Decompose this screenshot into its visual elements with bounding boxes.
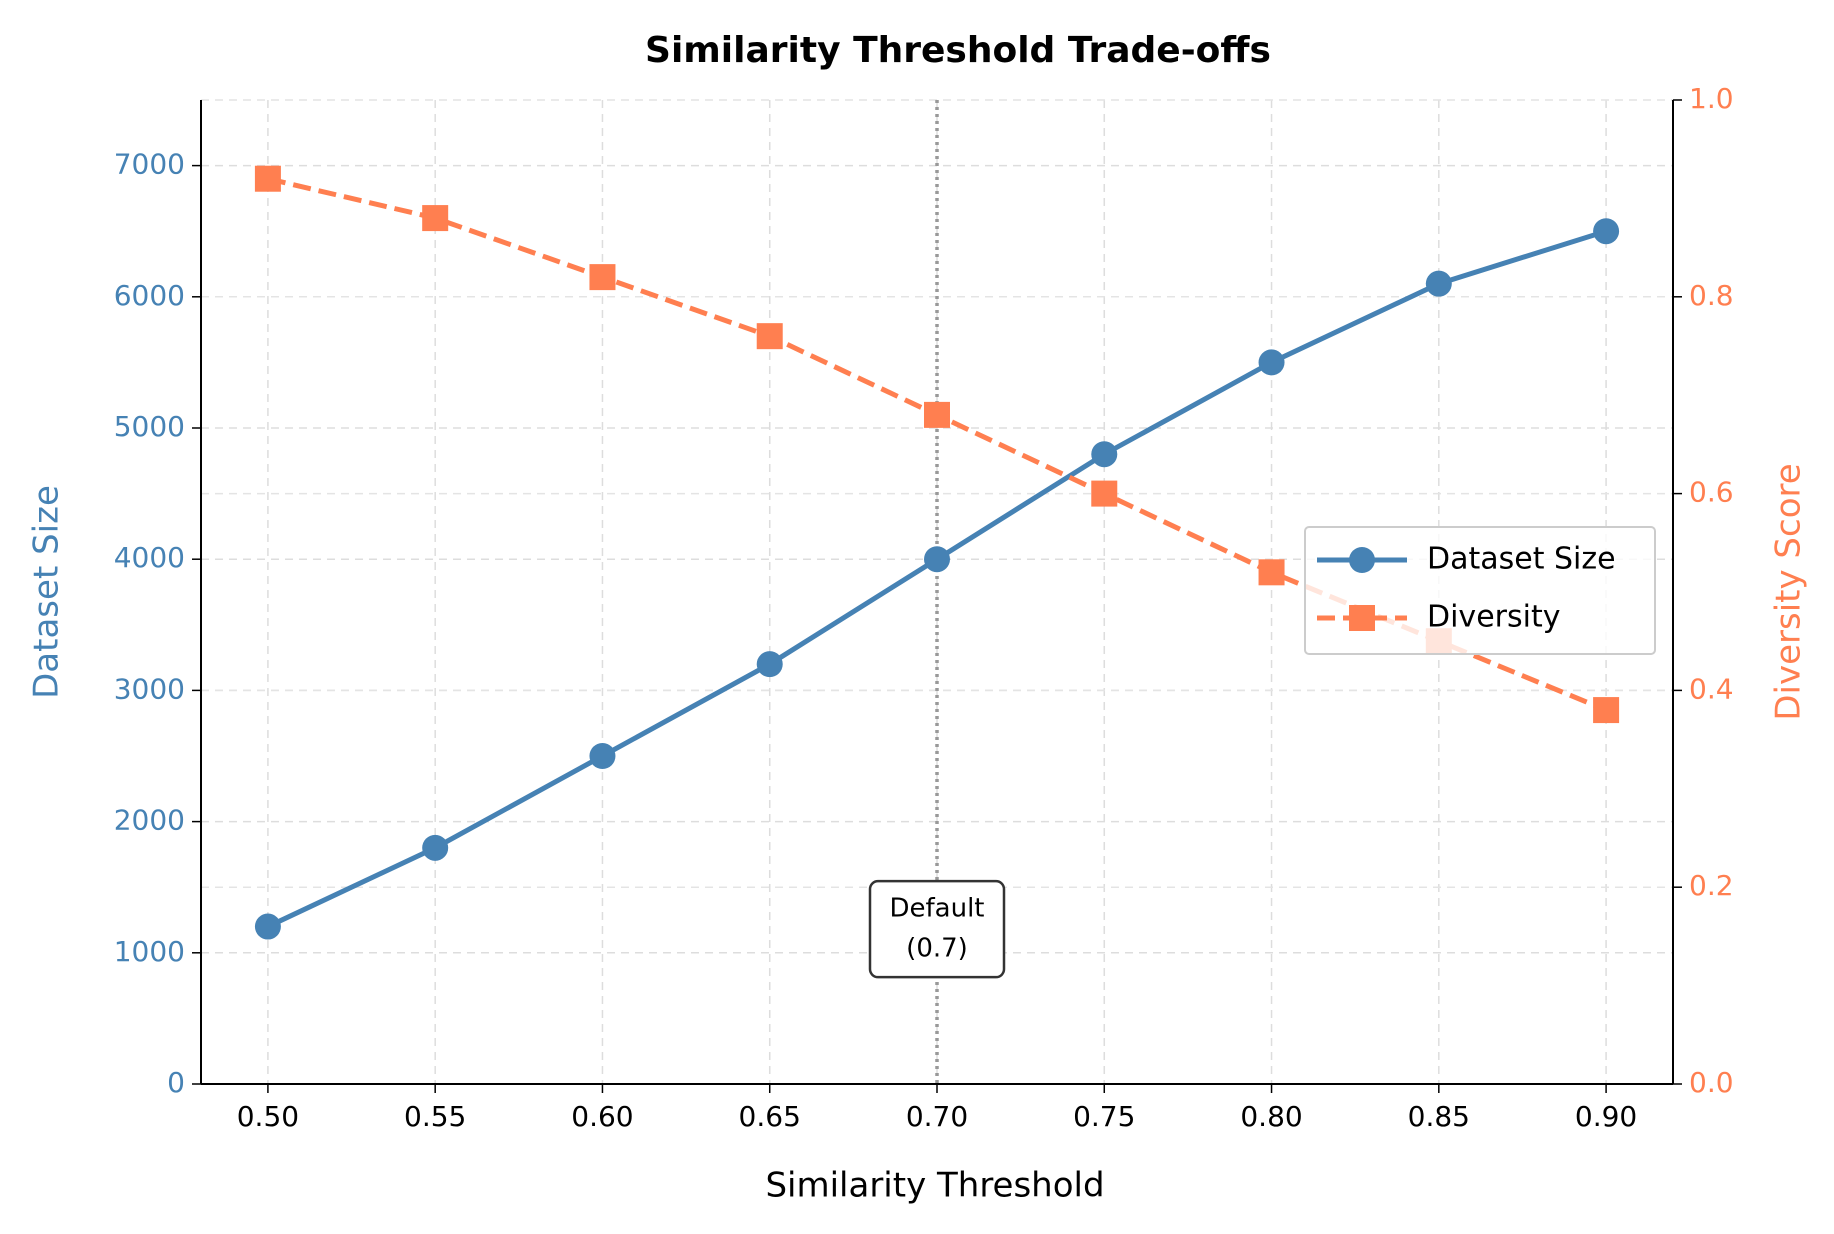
marker — [1593, 218, 1620, 245]
marker — [924, 401, 950, 428]
marker — [924, 546, 950, 573]
y2-tick-label: 0.2 — [1689, 869, 1734, 902]
marker — [589, 264, 616, 291]
x-tick-label: 0.80 — [1240, 1100, 1302, 1133]
x-tick-label: 0.50 — [237, 1100, 299, 1133]
marker — [254, 165, 281, 192]
legend-marker — [1349, 547, 1375, 573]
y-tick-label: 4000 — [114, 541, 185, 574]
y2-tick-label: 0.4 — [1689, 672, 1734, 705]
marker — [756, 323, 783, 350]
y2-tick-label: 0.0 — [1689, 1066, 1734, 1099]
marker — [1258, 349, 1285, 376]
legend-label: Dataset Size — [1427, 542, 1616, 577]
x-axis-label: Similarity Threshold — [765, 1166, 1104, 1206]
y2-tick-label: 1.0 — [1689, 82, 1734, 115]
x-tick-label: 0.60 — [571, 1100, 633, 1133]
y2-axis-label: Diversity Score — [1769, 463, 1809, 720]
y-tick-label: 3000 — [114, 672, 185, 705]
marker — [1593, 697, 1620, 724]
marker — [254, 913, 281, 940]
y-tick-label: 7000 — [114, 148, 185, 181]
marker — [1258, 559, 1285, 586]
legend-label: Diversity — [1427, 600, 1560, 635]
marker — [1091, 480, 1118, 507]
y-axis-label: Dataset Size — [27, 485, 67, 699]
y2-tick-label: 0.6 — [1689, 476, 1734, 509]
legend-marker — [1349, 605, 1375, 631]
y-tick-label: 2000 — [114, 804, 185, 837]
x-tick-label: 0.85 — [1408, 1100, 1470, 1133]
annotation-box — [868, 879, 1006, 979]
y-tick-label: 5000 — [114, 410, 185, 443]
chart-title: Similarity Threshold Trade-offs — [645, 30, 1271, 71]
marker — [422, 205, 449, 232]
y-tick-label: 0 — [167, 1066, 185, 1099]
annotation-text: (0.7) — [906, 934, 968, 964]
x-tick-label: 0.55 — [404, 1100, 466, 1133]
y2-tick-label: 0.8 — [1689, 279, 1734, 312]
annotation-text: Default — [890, 894, 985, 924]
marker — [422, 834, 449, 861]
marker — [756, 651, 783, 678]
x-tick-label: 0.90 — [1575, 1100, 1637, 1133]
x-tick-label: 0.70 — [906, 1100, 968, 1133]
x-tick-label: 0.65 — [739, 1100, 801, 1133]
marker — [1091, 441, 1118, 468]
marker — [589, 743, 616, 769]
marker — [1425, 270, 1452, 297]
y-tick-label: 6000 — [114, 279, 185, 312]
x-tick-label: 0.75 — [1073, 1100, 1135, 1133]
y-tick-label: 1000 — [114, 935, 185, 968]
